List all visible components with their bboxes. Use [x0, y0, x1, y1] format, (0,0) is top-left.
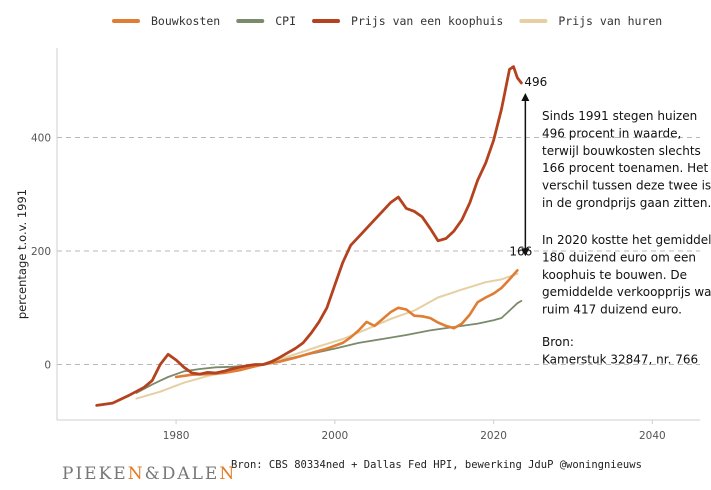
annotation-text-line: In 2020 kostte het gemiddeld [542, 233, 711, 247]
annotation-text-line: in de grondprijs gaan zitten. [542, 196, 711, 210]
series-line-bouwkosten [174, 269, 519, 379]
y-tick-label: 200 [31, 246, 51, 258]
label-166: 166 [509, 244, 532, 258]
legend-item: Prijs van een koophuis [312, 14, 503, 28]
legend-label: Bouwkosten [151, 14, 220, 28]
logo-n2: N [219, 464, 237, 484]
legend-item: CPI [236, 14, 296, 28]
annotation-text-line: terwijl bouwkosten slechts [542, 144, 701, 158]
annotation-text-line: Sinds 1991 stegen huizen [542, 109, 697, 123]
lines [95, 65, 523, 407]
annotation-text-line: 180 duizend euro om een [542, 250, 696, 264]
annotation-text-line: verschil tussen deze twee is [542, 179, 711, 193]
annotation-text-line: Bron: [542, 335, 574, 349]
logo-n1: N [127, 464, 145, 484]
x-tick-label: 2020 [480, 430, 507, 442]
series-line-prijs-van-huren [135, 272, 519, 400]
logo-part1: PIEKE [62, 464, 128, 484]
annotation-text-line: 496 procent in waarde, [542, 126, 681, 140]
logo-part2: &DALE [144, 464, 220, 484]
series-line-cpi [135, 300, 523, 394]
label-496: 496 [524, 75, 547, 89]
axes: 0 200 400 1980 2000 2020 2040 percentage t.o.v.… [15, 48, 700, 442]
x-tick-label: 2040 [639, 430, 666, 442]
x-tick-label: 2000 [321, 430, 348, 442]
annotation-text-line: Kamerstuk 32847, nr. 766 [542, 352, 698, 366]
legend-label: CPI [275, 14, 296, 28]
arrow-head-down [521, 248, 530, 257]
y-axis-label: percentage t.o.v. 1991 [15, 189, 29, 319]
source-text: Bron: CBS 80334ned + Dallas Fed HPI, bew… [231, 459, 642, 471]
y-tick-label: 0 [44, 360, 51, 372]
legend-label: Prijs van huren [558, 14, 662, 28]
annotation-text-line: koophuis te bouwen. De [542, 268, 687, 282]
legend-label: Prijs van een koophuis [351, 14, 503, 28]
x-tick-label: 1980 [163, 430, 190, 442]
grid [57, 137, 700, 365]
annotation-text-line: ruim 417 duizend euro. [542, 303, 682, 317]
series-line-prijs-van-een-koophuis [95, 65, 523, 407]
y-tick-label: 400 [31, 133, 51, 145]
brand-logo: PIEKEN&DALEN [62, 464, 236, 484]
annotation-text-line: gemiddelde verkoopprijs was [542, 285, 711, 299]
legend: Bouwkosten CPI Prijs van een koophuis Prijs… [112, 14, 662, 28]
legend-item: Prijs van huren [519, 14, 662, 28]
arrow-head-up [521, 93, 530, 102]
legend-item: Bouwkosten [112, 14, 220, 28]
annotation-text-line: 166 procent toenamen. Het [542, 161, 709, 175]
annotations: 496 166 Sinds 1991 stegen huizen 496 procen… [509, 75, 711, 366]
